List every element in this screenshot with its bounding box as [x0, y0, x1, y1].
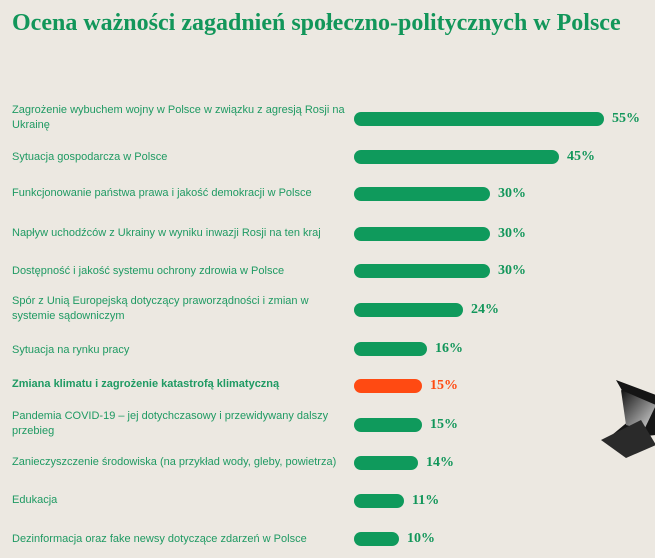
category-label: Zanieczyszczenie środowiska (na przykład… [12, 456, 337, 468]
category-label: Pandemia COVID-19 – jej dotychczasowy i … [12, 410, 329, 437]
value-label: 15% [430, 378, 458, 393]
value-label: 24% [471, 302, 499, 317]
value-label: 10% [407, 531, 435, 546]
category-label: Sytuacja na rynku pracy [12, 344, 130, 356]
bar [354, 187, 490, 201]
bar [354, 342, 427, 356]
category-label: Napływ uchodźców z Ukrainy w wyniku inwa… [12, 227, 321, 239]
value-label: 55% [612, 111, 640, 126]
value-label: 30% [498, 263, 526, 278]
bar [354, 379, 422, 393]
bar [354, 494, 404, 508]
bar [354, 227, 490, 241]
bar [354, 112, 604, 126]
value-label: 30% [498, 226, 526, 241]
bar [354, 150, 559, 164]
bar [354, 456, 418, 470]
value-label: 14% [426, 455, 454, 470]
value-label: 15% [430, 417, 458, 432]
category-label: Zagrożenie wybuchem wojny w Polsce w zwi… [12, 104, 345, 131]
chart-title: Ocena ważności zagadnień społeczno-polit… [12, 10, 621, 36]
category-label: Dezinformacja oraz fake newsy dotyczące … [12, 533, 307, 545]
value-label: 45% [567, 149, 595, 164]
value-label: 16% [435, 341, 463, 356]
bar [354, 303, 463, 317]
bar [354, 264, 490, 278]
category-label: Zmiana klimatu i zagrożenie katastrofą k… [12, 378, 280, 390]
bar [354, 532, 399, 546]
decorative-star-graphic [601, 380, 655, 458]
category-label: Spór z Unią Europejską dotyczący praworz… [12, 295, 309, 322]
category-label: Dostępność i jakość systemu ochrony zdro… [12, 265, 285, 277]
value-label: 30% [498, 186, 526, 201]
category-label: Funkcjonowanie państwa prawa i jakość de… [12, 187, 312, 199]
category-label: Sytuacja gospodarcza w Polsce [12, 151, 168, 163]
category-label: Edukacja [12, 494, 58, 506]
value-label: 11% [412, 493, 440, 508]
bar [354, 418, 422, 432]
